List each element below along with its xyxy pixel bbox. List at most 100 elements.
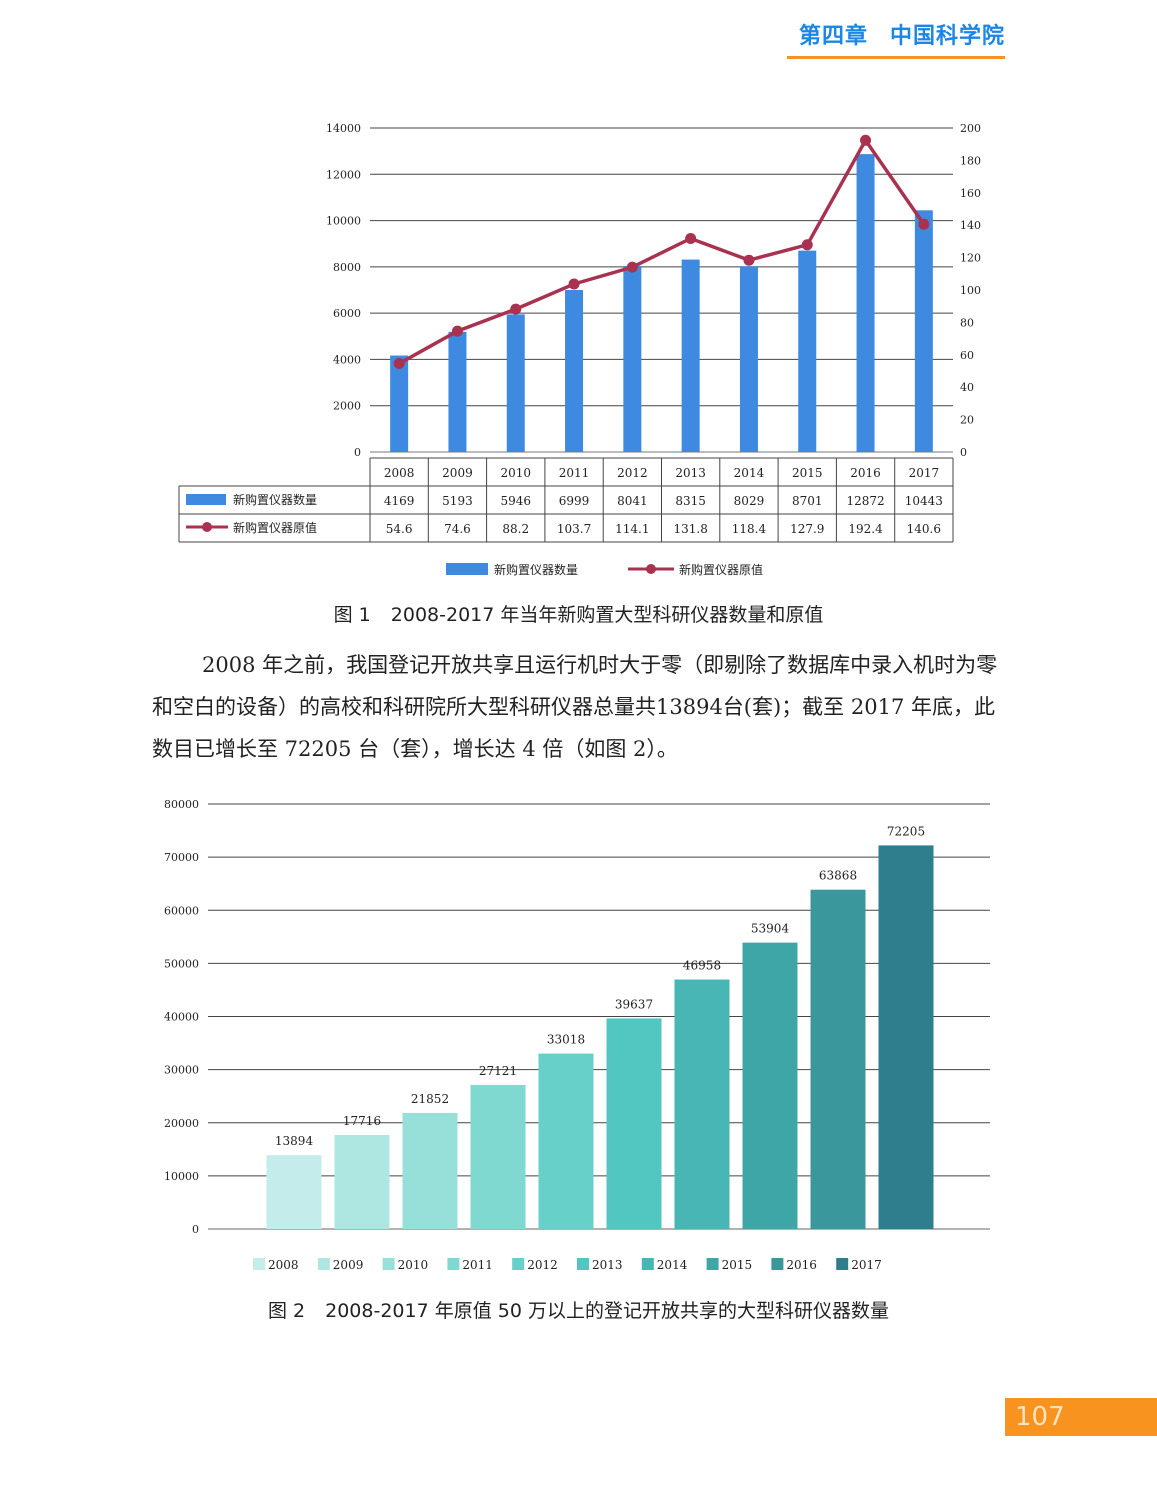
header-underline xyxy=(787,56,1005,59)
data-label: 53904 xyxy=(751,922,790,936)
table-cell: 8315 xyxy=(675,494,706,508)
legend-entry: 2015 xyxy=(722,1258,753,1272)
x-tick-label: 2015 xyxy=(792,466,823,480)
x-tick-label: 2010 xyxy=(500,466,531,480)
chart-2: 0 10000 20000 30000 40000 50000 60000 70000 8000… xyxy=(164,798,990,1272)
y2-tick-label: 200 xyxy=(960,122,981,135)
y-tick-label: 0 xyxy=(354,446,361,459)
table-cell: 10443 xyxy=(905,494,943,508)
table-cell: 5946 xyxy=(500,494,531,508)
y-tick-label: 40000 xyxy=(164,1011,199,1024)
legend-entry: 2017 xyxy=(851,1258,882,1272)
line-point xyxy=(743,254,755,266)
bar xyxy=(623,265,642,452)
bar xyxy=(334,1134,390,1229)
legend-entry: 2011 xyxy=(462,1258,493,1272)
legend-line-marker xyxy=(646,564,656,574)
y2-tick-label: 0 xyxy=(960,446,967,459)
bar xyxy=(798,250,817,452)
y-tick-label: 8000 xyxy=(333,261,361,274)
legend-entry: 2009 xyxy=(333,1258,364,1272)
legend-entry: 新购置仪器数量 xyxy=(494,562,578,577)
line-point xyxy=(393,358,405,370)
y-tick-label: 80000 xyxy=(164,798,199,811)
table-cell: 103.7 xyxy=(557,522,591,536)
legend-entry: 2013 xyxy=(592,1258,623,1272)
legend-entry: 2014 xyxy=(657,1258,688,1272)
x-tick-label: 2011 xyxy=(559,466,590,480)
figure-2-label: 图 2 xyxy=(267,1300,306,1322)
chart-1: 0 2000 4000 6000 8000 10000 12000 14000 0 20 40 60 8… xyxy=(178,122,981,577)
legend-swatch xyxy=(577,1258,589,1270)
y2-tick-label: 100 xyxy=(960,284,981,297)
bar xyxy=(448,331,467,452)
y-tick-label: 50000 xyxy=(164,957,199,970)
table-cell: 192.4 xyxy=(848,522,883,536)
table-cell: 54.6 xyxy=(386,522,413,536)
x-tick-label: 2013 xyxy=(675,466,706,480)
body-paragraph-text: 2008 年之前，我国登记开放共享且运行机时大于零（即剔除了数据库中录入机时为零… xyxy=(152,653,998,761)
figure-1-caption: 图 1 2008-2017 年当年新购置大型科研仪器数量和原值 xyxy=(0,600,1157,627)
bar xyxy=(390,355,409,452)
legend-swatch xyxy=(253,1258,265,1270)
x-tick-label: 2009 xyxy=(442,466,473,480)
table-cell: 88.2 xyxy=(502,522,529,536)
table-legend-line-marker xyxy=(202,522,212,532)
table-cell: 114.1 xyxy=(615,522,649,536)
x-tick-label: 2008 xyxy=(384,466,415,480)
y2-tick-label: 40 xyxy=(960,381,974,394)
bar xyxy=(742,942,798,1229)
page-header: 第四章 中国科学院 xyxy=(777,18,1005,59)
chapter-label: 第四章 xyxy=(798,24,868,49)
table-row-label: 新购置仪器数量 xyxy=(233,492,317,507)
legend-entry: 2008 xyxy=(268,1258,299,1272)
table-cell: 12872 xyxy=(846,494,884,508)
legend-entry: 新购置仪器原值 xyxy=(679,562,763,577)
y2-tick-label: 120 xyxy=(960,252,981,265)
line-point xyxy=(918,218,930,230)
data-label: 46958 xyxy=(683,959,721,973)
bar xyxy=(810,889,866,1229)
legend-entry: 2016 xyxy=(786,1258,817,1272)
data-label: 63868 xyxy=(819,869,857,883)
y-tick-label: 14000 xyxy=(326,122,361,135)
institution-label: 中国科学院 xyxy=(889,24,1005,49)
table-cell: 127.9 xyxy=(790,522,824,536)
bar xyxy=(470,1084,526,1229)
legend-swatch xyxy=(771,1258,784,1270)
legend-entry: 2012 xyxy=(527,1258,558,1272)
y-tick-label: 6000 xyxy=(333,307,361,320)
bar xyxy=(538,1053,594,1229)
bar xyxy=(565,290,584,452)
figure-2-caption: 图 2 2008-2017 年原值 50 万以上的登记开放共享的大型科研仪器数量 xyxy=(0,1296,1157,1323)
y-tick-label: 30000 xyxy=(164,1064,199,1077)
x-tick-label: 2012 xyxy=(617,466,648,480)
y-tick-label: 60000 xyxy=(164,904,199,917)
page-number: 107 xyxy=(1005,1398,1157,1436)
bar xyxy=(739,266,758,452)
line-point xyxy=(685,232,697,244)
y2-tick-label: 160 xyxy=(960,187,981,200)
legend-swatch xyxy=(317,1258,330,1270)
table-row-label: 新购置仪器原值 xyxy=(233,520,317,535)
bar xyxy=(681,259,700,452)
data-label: 72205 xyxy=(887,824,925,838)
table-cell: 5193 xyxy=(442,494,473,508)
line-point xyxy=(860,134,872,146)
data-label: 13894 xyxy=(275,1134,314,1148)
y2-tick-label: 20 xyxy=(960,414,974,427)
line-point xyxy=(801,239,813,251)
body-paragraph: 2008 年之前，我国登记开放共享且运行机时大于零（即剔除了数据库中录入机时为零… xyxy=(152,644,1012,770)
table-cell: 131.8 xyxy=(673,522,707,536)
y-tick-label: 4000 xyxy=(333,353,361,366)
line-point xyxy=(510,303,522,315)
table-cell: 140.6 xyxy=(907,522,941,536)
table-cell: 74.6 xyxy=(444,522,471,536)
y2-tick-label: 60 xyxy=(960,349,974,362)
bar xyxy=(856,154,875,452)
y-tick-label: 0 xyxy=(192,1223,199,1236)
bar xyxy=(674,979,730,1229)
legend-swatch xyxy=(512,1258,525,1270)
bar xyxy=(506,314,525,452)
x-tick-label: 2017 xyxy=(909,466,940,480)
